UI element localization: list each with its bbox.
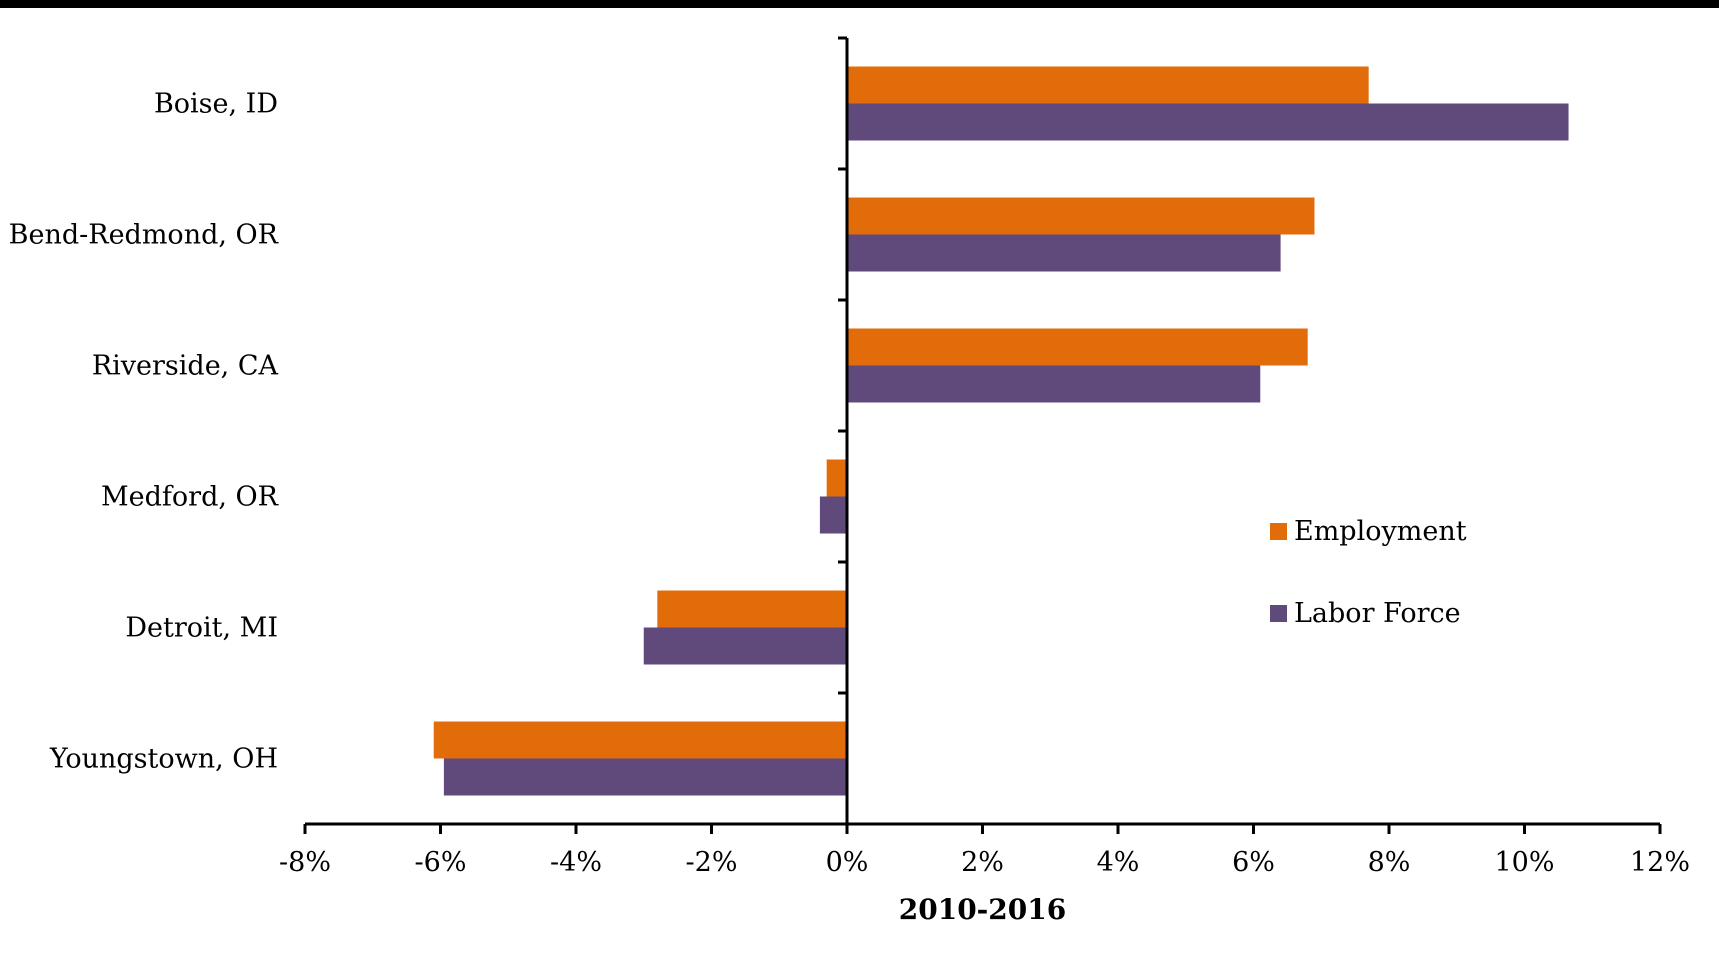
legend-swatch-labor-force bbox=[1270, 605, 1287, 622]
x-tick-label: 8% bbox=[1368, 847, 1411, 878]
x-axis-title: 2010-2016 bbox=[899, 893, 1066, 926]
category-label: Bend-Redmond, OR bbox=[9, 220, 279, 251]
bar-labor-force-5 bbox=[443, 758, 847, 796]
category-label: Medford, OR bbox=[101, 482, 279, 513]
bar-employment-0 bbox=[847, 66, 1369, 104]
category-label: Youngstown, OH bbox=[49, 744, 278, 775]
category-label: Boise, ID bbox=[154, 89, 278, 120]
axes-layer bbox=[303, 36, 1662, 834]
x-tick-label: 2% bbox=[961, 847, 1004, 878]
legend-label-employment: Employment bbox=[1294, 516, 1467, 547]
bar-employment-5 bbox=[433, 721, 847, 759]
category-label: Riverside, CA bbox=[92, 351, 279, 382]
x-tick-label: 10% bbox=[1494, 847, 1554, 878]
x-tick-label: -4% bbox=[550, 847, 602, 878]
bar-labor-force-4 bbox=[643, 627, 847, 665]
bars-layer bbox=[433, 66, 1569, 796]
legend-swatch-employment bbox=[1270, 523, 1287, 540]
bar-employment-4 bbox=[657, 590, 847, 628]
bar-labor-force-1 bbox=[847, 234, 1281, 272]
bar-employment-1 bbox=[847, 197, 1315, 235]
x-tick-label: 6% bbox=[1232, 847, 1275, 878]
top-border-bar bbox=[0, 0, 1719, 8]
labels-layer: Boise, ID Bend-Redmond, OR Riverside, CA Me… bbox=[9, 89, 1690, 879]
legend: Employment Labor Force bbox=[1270, 516, 1467, 629]
bar-labor-force-0 bbox=[847, 103, 1569, 141]
x-tick-label: -6% bbox=[415, 847, 467, 878]
legend-label-labor-force: Labor Force bbox=[1294, 598, 1461, 629]
x-tick-label: 4% bbox=[1097, 847, 1140, 878]
bar-labor-force-3 bbox=[819, 496, 847, 534]
bar-labor-force-2 bbox=[847, 365, 1261, 403]
x-tick-label: -2% bbox=[686, 847, 738, 878]
x-tick-label: 0% bbox=[826, 847, 869, 878]
category-label: Detroit, MI bbox=[125, 613, 278, 644]
bar-employment-3 bbox=[826, 459, 847, 497]
x-tick-label: 12% bbox=[1630, 847, 1690, 878]
x-tick-label: -8% bbox=[279, 847, 331, 878]
bar-employment-2 bbox=[847, 328, 1308, 366]
